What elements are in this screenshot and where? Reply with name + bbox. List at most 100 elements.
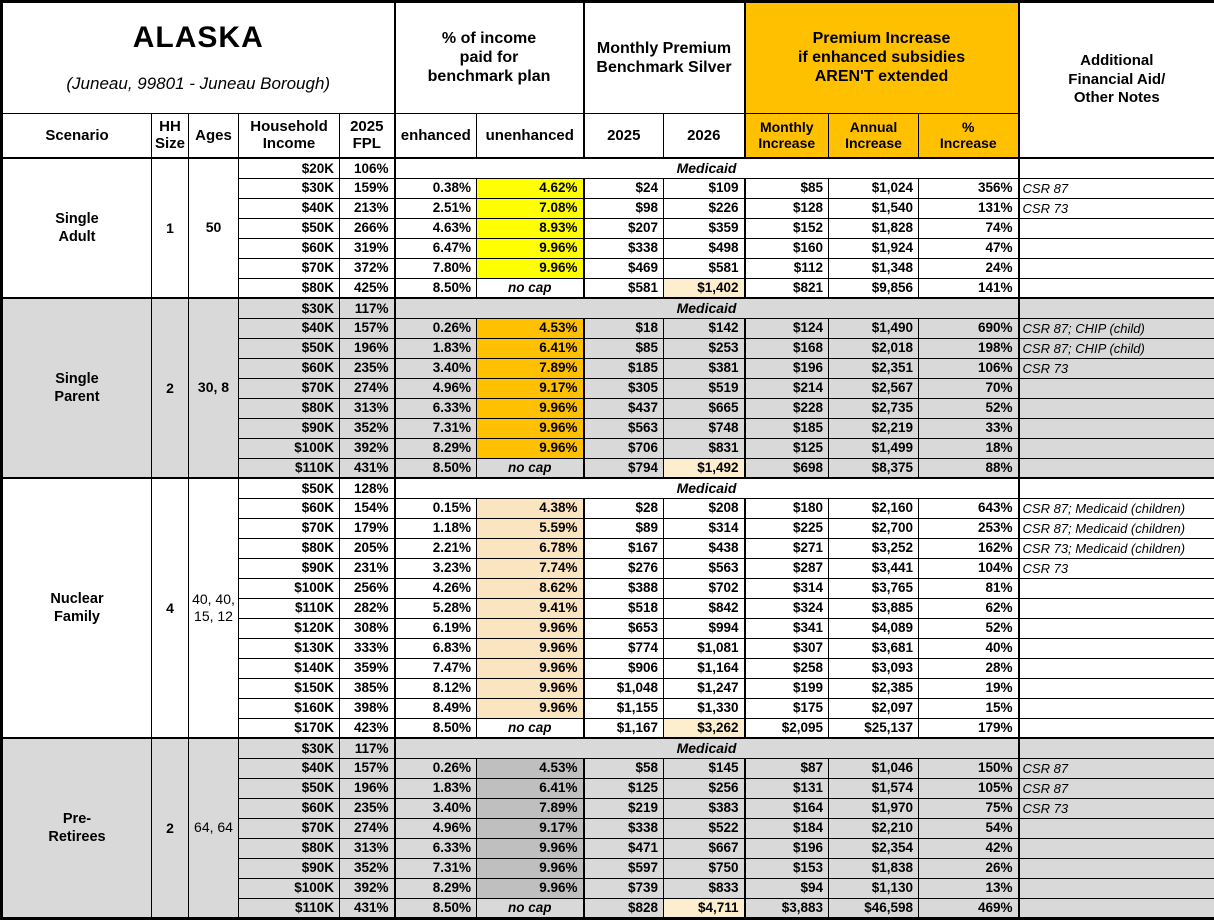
income-cell: $100K [239,578,340,598]
monthly-increase-cell: $94 [745,878,829,898]
notes-cell [1019,598,1214,618]
income-cell: $100K [239,878,340,898]
premium-2026-cell: $842 [664,598,745,618]
premium-increase-group-header: Premium Increase if enhanced subsidies A… [745,2,1019,114]
pct-increase-cell: 54% [919,818,1019,838]
premium-2026-cell: $383 [664,798,745,818]
enhanced-pct-cell: 1.18% [395,518,477,538]
unenhanced-pct-cell: 9.96% [477,418,584,438]
pct-increase-cell: 26% [919,858,1019,878]
income-cell: $40K [239,758,340,778]
premium-2026-cell: $253 [664,338,745,358]
enhanced-pct-cell: 8.50% [395,458,477,478]
fpl-cell: 392% [340,878,395,898]
income-cell: $60K [239,498,340,518]
monthly-increase-cell: $125 [745,438,829,458]
unenhanced-pct-cell: no cap [477,458,584,478]
pct-increase-cell: 162% [919,538,1019,558]
annual-increase-cell: $3,681 [829,638,919,658]
pct-increase-cell: 18% [919,438,1019,458]
premium-2025-cell: $305 [584,378,664,398]
income-cell: $50K [239,478,340,498]
pct-increase-cell: 81% [919,578,1019,598]
income-cell: $30K [239,298,340,318]
notes-cell: CSR 73 [1019,798,1214,818]
notes-cell [1019,878,1214,898]
enhanced-pct-cell: 0.15% [395,498,477,518]
income-cell: $60K [239,358,340,378]
enhanced-pct-cell: 8.29% [395,878,477,898]
premium-2026-cell: $748 [664,418,745,438]
pct-increase-cell: 13% [919,878,1019,898]
enhanced-pct-cell: 3.23% [395,558,477,578]
premium-2026-cell: $1,247 [664,678,745,698]
premium-2025-cell: $185 [584,358,664,378]
premium-2025-cell: $207 [584,218,664,238]
monthly-increase-cell: $225 [745,518,829,538]
unenhanced-pct-cell: 4.38% [477,498,584,518]
notes-cell [1019,478,1214,498]
premium-2025-cell: $24 [584,178,664,198]
notes-cell [1019,898,1214,918]
income-cell: $110K [239,898,340,918]
enhanced-pct-cell: 7.80% [395,258,477,278]
income-cell: $80K [239,838,340,858]
scenario-cell: Single Adult [2,158,152,298]
enhanced-pct-cell: 2.51% [395,198,477,218]
annual-increase-cell: $1,490 [829,318,919,338]
enhanced-pct-cell: 7.47% [395,658,477,678]
premium-2026-cell: $833 [664,878,745,898]
premium-2026-cell: $3,262 [664,718,745,738]
annual-increase-cell: $1,348 [829,258,919,278]
annual-increase-cell: $2,735 [829,398,919,418]
fpl-cell: 359% [340,658,395,678]
monthly-increase-cell: $214 [745,378,829,398]
income-cell: $170K [239,718,340,738]
income-cell: $90K [239,418,340,438]
income-cell: $90K [239,558,340,578]
monthly-increase-cell: $228 [745,398,829,418]
premium-2026-cell: $665 [664,398,745,418]
unenhanced-pct-cell: 7.74% [477,558,584,578]
premium-2025-cell: $167 [584,538,664,558]
notes-cell: CSR 87 [1019,758,1214,778]
fpl-cell: 274% [340,378,395,398]
annual-increase-cell: $2,210 [829,818,919,838]
premium-2026-cell: $522 [664,818,745,838]
unenhanced-pct-cell: 5.59% [477,518,584,538]
ages-cell: 64, 64 [189,738,239,918]
unenhanced-pct-cell: 9.96% [477,398,584,418]
enhanced-pct-cell: 8.50% [395,278,477,298]
premium-2025-cell: $653 [584,618,664,638]
benchmark-premium-group-header: Monthly Premium Benchmark Silver [584,2,745,114]
enhanced-pct-cell: 8.50% [395,718,477,738]
page-title: ALASKA [4,22,393,54]
annual-increase-cell: $1,838 [829,858,919,878]
annual-increase-cell: $2,097 [829,698,919,718]
monthly-increase-cell: $307 [745,638,829,658]
ages-cell: 30, 8 [189,298,239,478]
pct-increase-cell: 643% [919,498,1019,518]
unenhanced-pct-cell: 4.53% [477,318,584,338]
fpl-cell: 179% [340,518,395,538]
pct-increase-cell: 47% [919,238,1019,258]
fpl-column-header: 2025 FPL [340,113,395,158]
enhanced-pct-cell: 8.12% [395,678,477,698]
premium-2026-cell: $226 [664,198,745,218]
fpl-cell: 157% [340,758,395,778]
notes-cell [1019,298,1214,318]
pct-increase-cell: 356% [919,178,1019,198]
annual-increase-cell: $1,540 [829,198,919,218]
income-column-header: Household Income [239,113,340,158]
premium-2026-cell: $256 [664,778,745,798]
premium-2026-cell: $498 [664,238,745,258]
income-cell: $160K [239,698,340,718]
enhanced-pct-cell: 8.50% [395,898,477,918]
unenhanced-pct-cell: 9.96% [477,838,584,858]
enhanced-pct-cell: 6.47% [395,238,477,258]
premium-2025-cell: $276 [584,558,664,578]
fpl-cell: 398% [340,698,395,718]
premium-2026-cell: $438 [664,538,745,558]
